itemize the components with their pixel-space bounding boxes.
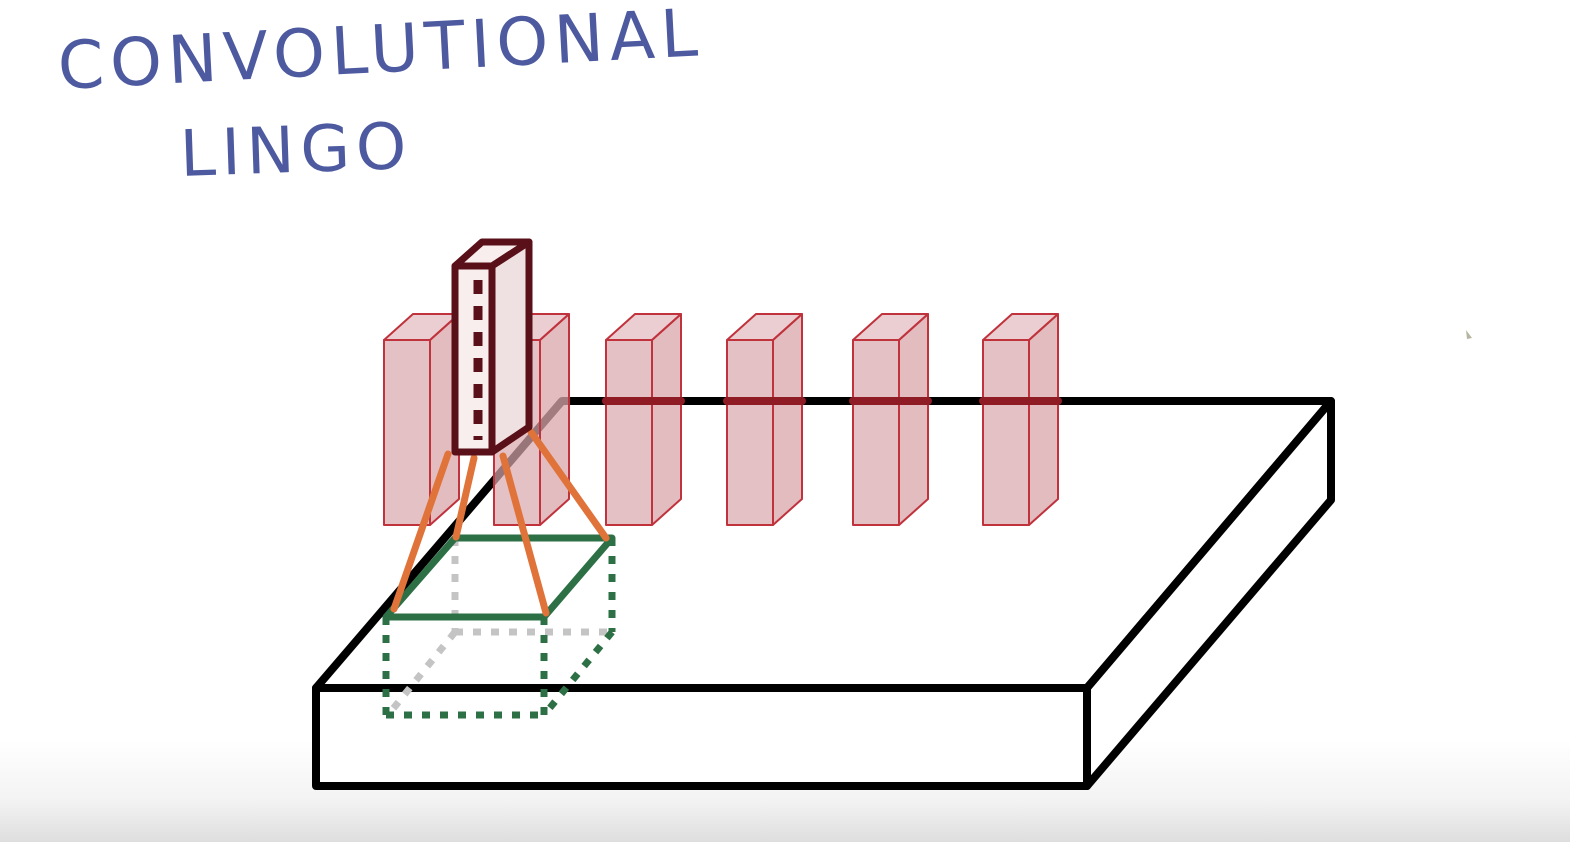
column-right-face [539,313,570,526]
column-right-face [772,313,803,526]
cursor-icon [1466,330,1472,339]
column-top-face [852,313,929,341]
column-right-face [1028,313,1059,526]
input-volume-slab [312,397,1335,790]
column-right-face [651,313,682,526]
patch-top-face [382,534,616,621]
slab-right-face [1083,397,1335,790]
column-front-face [605,339,653,526]
column-right-face [898,313,929,526]
column-front-face [726,339,774,526]
column-top-face [605,313,682,341]
feature-column [383,313,460,526]
projection-lines [390,428,610,617]
patch-dotted-edges [382,538,616,719]
column-front-face [852,339,900,526]
input-patch [382,534,616,719]
column-top-face [982,313,1059,341]
feature-column [605,313,682,526]
selected-output-column [451,238,533,456]
output-column-right [488,238,533,456]
feature-column [982,313,1059,526]
slab-front-face [312,684,1091,790]
feature-column [852,313,929,526]
column-front-face [982,339,1030,526]
column-top-face [726,313,803,341]
feature-column [726,313,803,526]
column-front-face [383,339,431,526]
